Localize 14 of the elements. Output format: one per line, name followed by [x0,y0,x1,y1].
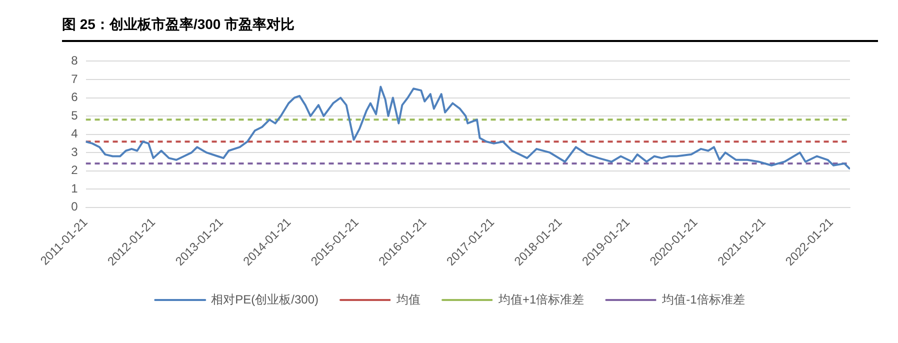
legend-label: 均值-1倍标准差 [661,292,745,306]
legend-label: 均值 [396,292,420,306]
y-tick-label: 5 [71,108,78,122]
chart-title: 图 25：创业板市盈率/300 市盈率对比 [62,16,878,42]
y-tick-label: 0 [71,200,78,214]
y-tick-label: 2 [71,163,78,178]
y-tick-label: 4 [71,126,78,141]
legend-label: 相对PE(创业板/300) [211,292,319,306]
legend-label: 均值+1倍标准差 [498,292,584,306]
y-tick-label: 7 [71,72,78,86]
y-tick-label: 6 [71,90,78,104]
y-tick-label: 1 [71,181,78,196]
y-tick-label: 8 [71,54,78,68]
y-tick-label: 3 [71,144,78,159]
